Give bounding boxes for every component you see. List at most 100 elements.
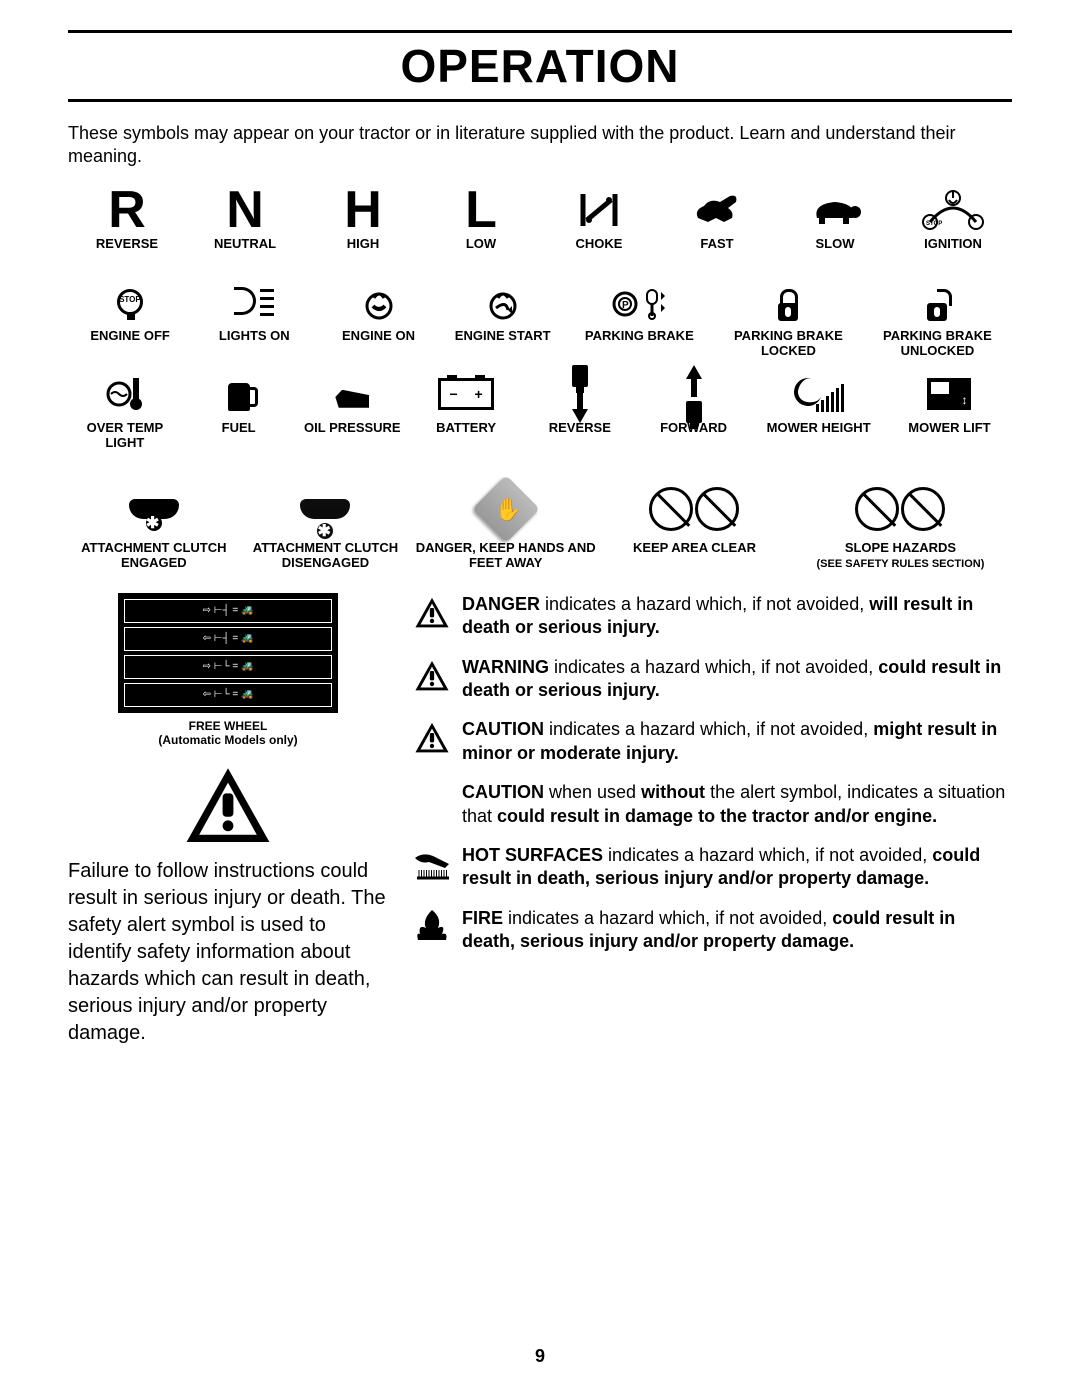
arrow-up-icon [686, 365, 702, 379]
lbl-clutch-engaged: ATTACHMENT CLUTCH ENGAGED [68, 541, 240, 571]
lbl-engine-start: ENGINE START [455, 329, 551, 359]
freewheel-label: FREE WHEEL (Automatic Models only) [68, 719, 388, 748]
turtle-icon [807, 190, 863, 230]
overtemp-icon [105, 372, 145, 416]
parking-brake-icon: P [609, 282, 669, 322]
no-circle-icon-1 [649, 487, 693, 531]
hazard-text: FIRE indicates a hazard which, if not av… [462, 907, 1012, 954]
hazard-2: CAUTION indicates a hazard which, if not… [408, 718, 1012, 765]
top-rule [68, 30, 1012, 33]
lbl-battery: BATTERY [436, 421, 496, 451]
battery-icon: −+ [438, 378, 494, 410]
sym-reverse: R REVERSE [68, 183, 186, 267]
freewheel-diagram: ⇨ ⊢┤ = 🚜 ⇦ ⊢┤ = 🚜 ⇨ ⊢└ = 🚜 ⇦ ⊢└ = 🚜 [118, 593, 338, 713]
mower-lift-icon: ↕ [927, 378, 971, 410]
hazard-icon [408, 844, 456, 884]
sym-parking-brake: P PARKING BRAKE [565, 275, 714, 359]
pedal-icon [572, 365, 588, 387]
hazard-text: CAUTION indicates a hazard which, if not… [462, 718, 1012, 765]
sym-engine-off: STOP ENGINE OFF [68, 275, 192, 359]
sym-fuel: FUEL [182, 367, 296, 451]
hazard-1: WARNING indicates a hazard which, if not… [408, 656, 1012, 703]
lbl-slope-main: SLOPE HAZARDS [845, 540, 956, 555]
page-title: OPERATION [68, 39, 1012, 93]
sym-overtemp: OVER TEMP LIGHT [68, 367, 182, 451]
hazard-icon [408, 656, 456, 696]
sym-fwd-arrow: FORWARD [637, 367, 751, 451]
hazard-text: HOT SURFACES indicates a hazard which, i… [462, 844, 1012, 891]
symbol-row-2: STOP ENGINE OFF LIGHTS ON ENGINE ON ENGI… [68, 275, 1012, 367]
sym-slow: SLOW [776, 183, 894, 267]
hazard-5: FIRE indicates a hazard which, if not av… [408, 907, 1012, 954]
sym-lights-on: LIGHTS ON [192, 275, 316, 359]
letter-n: N [226, 180, 264, 240]
lbl-pb-unlocked: PARKING BRAKE UNLOCKED [863, 329, 1012, 359]
lbl-clutch-disengaged: ATTACHMENT CLUTCH DISENGAGED [240, 541, 412, 571]
sym-danger-hands: ✋ DANGER, KEEP HANDS AND FEET AWAY [411, 477, 600, 571]
lbl-engine-off: ENGINE OFF [90, 329, 169, 359]
lbl-neutral: NEUTRAL [214, 237, 276, 267]
no-circle-icon-2 [695, 487, 739, 531]
lbl-lights-on: LIGHTS ON [219, 329, 290, 359]
sym-engine-on: ENGINE ON [316, 275, 440, 359]
sym-clutch-engaged: ATTACHMENT CLUTCH ENGAGED [68, 477, 240, 571]
lbl-slope: SLOPE HAZARDS(SEE SAFETY RULES SECTION) [817, 541, 985, 571]
stop-text: STOP [119, 295, 141, 304]
lbl-pb-locked: PARKING BRAKE LOCKED [714, 329, 863, 359]
safety-paragraph: Failure to follow instructions could res… [68, 858, 388, 1047]
hazard-3: CAUTION when used without the alert symb… [408, 781, 1012, 828]
symbol-row-4: ATTACHMENT CLUTCH ENGAGED ATTACHMENT CLU… [68, 477, 1012, 579]
rabbit-icon [690, 190, 744, 230]
hazard-icon [408, 593, 456, 633]
hazard-4: HOT SURFACES indicates a hazard which, i… [408, 844, 1012, 891]
clutch-engaged-icon [129, 499, 179, 519]
battery-plus: + [474, 386, 482, 402]
choke-icon [577, 190, 621, 230]
engine-on-icon [362, 282, 396, 322]
clutch-disengaged-icon [300, 499, 350, 519]
symbol-row-1: R REVERSE N NEUTRAL H HIGH L LOW CHOKE F… [68, 183, 1012, 275]
hazard-icon [408, 907, 456, 947]
sym-engine-start: ENGINE START [441, 275, 565, 359]
intro-text: These symbols may appear on your tractor… [68, 122, 1012, 169]
hazard-icon [408, 718, 456, 758]
lbl-reverse: REVERSE [96, 237, 158, 267]
sym-neutral: N NEUTRAL [186, 183, 304, 267]
engine-start-icon [486, 282, 520, 322]
lbl-slow: SLOW [816, 237, 855, 267]
pedal-icon-2 [686, 401, 702, 423]
lbl-mower-height: MOWER HEIGHT [767, 421, 871, 451]
no-circle-icon-3 [855, 487, 899, 531]
fuel-icon [228, 383, 250, 411]
sym-clutch-disengaged: ATTACHMENT CLUTCH DISENGAGED [240, 477, 412, 571]
sym-rev-arrow: REVERSE [523, 367, 637, 451]
oil-icon [335, 390, 369, 408]
fw-line1: FREE WHEEL [189, 719, 268, 733]
lbl-engine-on: ENGINE ON [342, 329, 415, 359]
sym-fast: FAST [658, 183, 776, 267]
danger-hands-icon: ✋ [472, 475, 540, 543]
sym-mower-lift: ↕ MOWER LIFT [887, 367, 1012, 451]
hazard-0: DANGER indicates a hazard which, if not … [408, 593, 1012, 640]
sym-battery: −+ BATTERY [409, 367, 523, 451]
hazard-text: CAUTION when used without the alert symb… [462, 781, 1012, 828]
lbl-fuel: FUEL [222, 421, 256, 451]
hazard-text: WARNING indicates a hazard which, if not… [462, 656, 1012, 703]
alert-triangle-large [183, 766, 273, 846]
sym-high: H HIGH [304, 183, 422, 267]
no-circle-icon-4 [901, 487, 945, 531]
mower-height-icon [794, 376, 844, 412]
title-underline [68, 99, 1012, 102]
lbl-fast: FAST [700, 237, 733, 267]
sym-pb-locked: PARKING BRAKE LOCKED [714, 275, 863, 359]
letter-h: H [344, 180, 382, 240]
lbl-parking-brake: PARKING BRAKE [585, 329, 694, 359]
page-number: 9 [0, 1346, 1080, 1367]
sym-pb-unlocked: PARKING BRAKE UNLOCKED [863, 275, 1012, 359]
arrow-down-icon [572, 409, 588, 423]
lbl-high: HIGH [347, 237, 380, 267]
sym-keep-clear: KEEP AREA CLEAR [600, 477, 789, 571]
sym-slope: SLOPE HAZARDS(SEE SAFETY RULES SECTION) [789, 477, 1012, 571]
lbl-keep-clear: KEEP AREA CLEAR [633, 541, 756, 571]
right-column: DANGER indicates a hazard which, if not … [408, 593, 1012, 1047]
